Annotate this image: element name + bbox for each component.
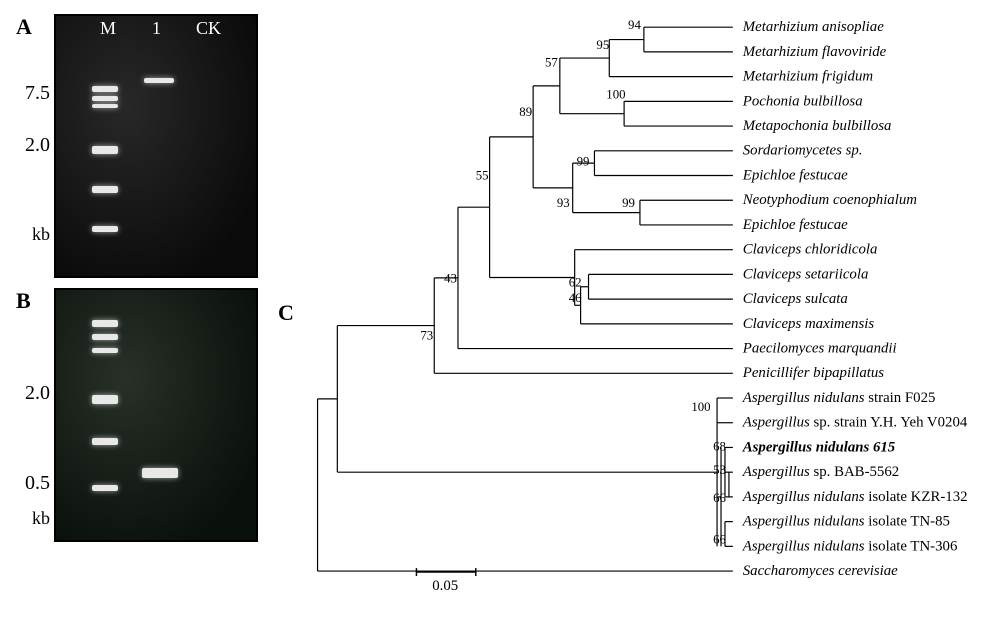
bootstrap-value: 99 bbox=[622, 196, 635, 210]
panel-a-label: A bbox=[16, 14, 32, 40]
taxon-label: Sordariomycetes sp. bbox=[743, 143, 863, 159]
taxon-label: Claviceps chloridicola bbox=[743, 242, 878, 258]
bootstrap-value: 99 bbox=[577, 155, 590, 169]
gel-band bbox=[144, 78, 174, 83]
gel-band bbox=[142, 468, 178, 478]
gel-band bbox=[92, 395, 118, 404]
panel-c-label: C bbox=[278, 300, 294, 326]
taxon-label: Pochonia bulbillosa bbox=[742, 93, 863, 109]
bootstrap-value: 89 bbox=[519, 105, 532, 119]
gel-band bbox=[92, 226, 118, 232]
scalebar-label: 0.05 bbox=[432, 578, 458, 594]
size-marker-label: kb bbox=[32, 224, 54, 245]
taxon-label: Claviceps setariicola bbox=[743, 266, 869, 282]
panel-c: C Metarhizium anisopliae Metarhizium flav… bbox=[278, 10, 990, 615]
panel-a: A M 1 CK 7.5 2.0 kb bbox=[10, 10, 270, 278]
gel-band bbox=[92, 485, 118, 491]
taxon-label: Aspergillus nidulans isolate TN-85 bbox=[742, 514, 950, 530]
bootstrap-value: 55 bbox=[476, 168, 489, 182]
size-marker-label: 2.0 bbox=[25, 382, 54, 405]
lane-label: M bbox=[100, 18, 116, 39]
bootstrap-value: 57 bbox=[545, 56, 558, 70]
bootstrap-value: 93 bbox=[557, 196, 570, 210]
bootstrap-value: 73 bbox=[420, 329, 433, 343]
bootstrap-value: 66 bbox=[713, 532, 726, 546]
gel-band bbox=[92, 96, 118, 101]
size-marker-label: 0.5 bbox=[25, 472, 54, 495]
bootstrap-value: 62 bbox=[569, 275, 582, 289]
taxon-label: Epichloe festucae bbox=[742, 167, 848, 183]
size-marker-label: kb bbox=[32, 508, 54, 529]
taxon-label: Aspergillus nidulans strain F025 bbox=[742, 390, 936, 406]
taxon-label: Aspergillus nidulans isolate TN-306 bbox=[742, 538, 958, 554]
taxon-label: Saccharomyces cerevisiae bbox=[743, 563, 898, 579]
left-column: A M1CK7.52.0kb B 2.00.5kb bbox=[10, 10, 270, 615]
gel-a: M1CK7.52.0kb bbox=[54, 14, 270, 278]
gel-image bbox=[54, 288, 258, 542]
bootstrap-value: 43 bbox=[444, 271, 457, 285]
taxon-label: Aspergillus nidulans isolate KZR-132 bbox=[742, 489, 968, 505]
lane-label: 1 bbox=[152, 18, 161, 39]
bootstrap-value: 53 bbox=[713, 463, 726, 477]
taxon-label: Metarhizium flavoviride bbox=[742, 44, 887, 60]
figure: A M1CK7.52.0kb B 2.00.5kb C Metarhizium … bbox=[10, 10, 990, 615]
gel-b: 2.00.5kb bbox=[54, 288, 270, 542]
bootstrap-value: 100 bbox=[606, 87, 625, 101]
bootstrap-value: 94 bbox=[628, 18, 641, 32]
bootstrap-value: 46 bbox=[569, 291, 582, 305]
gel-band bbox=[92, 438, 118, 445]
taxon-label: Penicillifer bipapillatus bbox=[742, 365, 884, 381]
taxon-label: Neotyphodium coenophialum bbox=[742, 192, 917, 208]
taxon-label: Paecilomyces marquandii bbox=[742, 341, 897, 357]
gel-band bbox=[92, 186, 118, 193]
gel-band bbox=[92, 348, 118, 353]
taxon-label: Aspergillus sp. strain Y.H. Yeh V0204 bbox=[742, 415, 968, 431]
panel-b: B 2.00.5kb bbox=[10, 284, 270, 542]
bootstrap-value: 95 bbox=[596, 38, 609, 52]
taxon-label: Metapochonia bulbillosa bbox=[742, 118, 892, 134]
taxon-label: Aspergillus sp. BAB-5562 bbox=[742, 464, 899, 480]
gel-band bbox=[92, 86, 118, 92]
bootstrap-value: 66 bbox=[713, 491, 726, 505]
phylogenetic-tree: Metarhizium anisopliae Metarhizium flavov… bbox=[278, 10, 990, 610]
panel-b-label: B bbox=[16, 288, 31, 314]
taxon-label: Epichloe festucae bbox=[742, 217, 848, 233]
lane-label: CK bbox=[196, 18, 221, 39]
size-marker-label: 2.0 bbox=[25, 134, 54, 157]
gel-band bbox=[92, 104, 118, 108]
size-marker-label: 7.5 bbox=[25, 82, 54, 105]
taxon-label: Claviceps sulcata bbox=[743, 291, 848, 307]
taxon-label: Metarhizium anisopliae bbox=[742, 19, 884, 35]
gel-band bbox=[92, 320, 118, 327]
gel-band bbox=[92, 334, 118, 340]
bootstrap-value: 68 bbox=[713, 439, 726, 453]
taxon-label: Claviceps maximensis bbox=[743, 316, 875, 332]
gel-image: M 1 CK bbox=[54, 14, 258, 278]
taxon-label: Aspergillus nidulans 615 bbox=[742, 439, 896, 455]
taxon-label: Metarhizium frigidum bbox=[742, 69, 874, 85]
gel-band bbox=[92, 146, 118, 154]
bootstrap-value: 100 bbox=[691, 400, 710, 414]
